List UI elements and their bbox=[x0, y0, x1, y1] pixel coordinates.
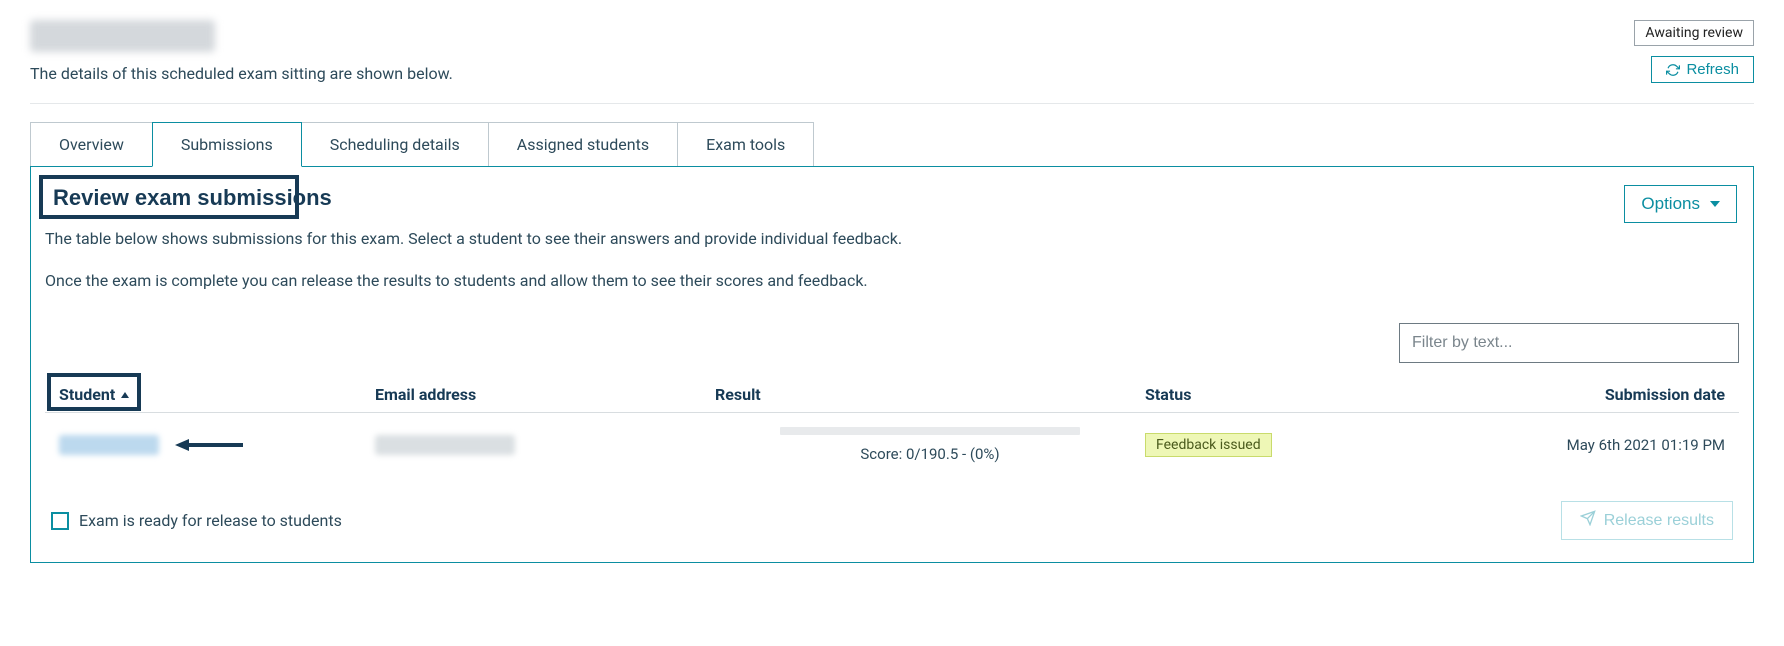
refresh-label: Refresh bbox=[1686, 61, 1739, 78]
options-label: Options bbox=[1641, 194, 1700, 214]
page-header: The details of this scheduled exam sitti… bbox=[30, 20, 1754, 83]
review-title: Review exam submissions bbox=[45, 183, 340, 213]
title-block: The details of this scheduled exam sitti… bbox=[30, 20, 453, 83]
refresh-icon bbox=[1666, 63, 1680, 77]
ready-label: Exam is ready for release to students bbox=[79, 511, 342, 530]
result-progress-bar bbox=[780, 427, 1080, 435]
release-results-button[interactable]: Release results bbox=[1561, 501, 1733, 540]
refresh-button[interactable]: Refresh bbox=[1651, 56, 1754, 83]
send-icon bbox=[1580, 510, 1596, 531]
cell-email bbox=[375, 435, 695, 455]
cell-student[interactable] bbox=[45, 435, 375, 455]
review-description-1: The table below shows submissions for th… bbox=[45, 227, 1739, 251]
review-description-2: Once the exam is complete you can releas… bbox=[45, 269, 1739, 293]
tab-submissions[interactable]: Submissions bbox=[152, 122, 302, 167]
chevron-down-icon bbox=[1710, 201, 1720, 207]
email-redacted bbox=[375, 435, 515, 455]
page-title-redacted bbox=[30, 20, 215, 52]
sort-asc-icon bbox=[121, 392, 129, 398]
cell-status: Feedback issued bbox=[1145, 433, 1385, 457]
cell-result: Score: 0/190.5 - (0%) bbox=[695, 427, 1145, 463]
score-text: Score: 0/190.5 - (0%) bbox=[860, 445, 999, 463]
tab-scheduling-details[interactable]: Scheduling details bbox=[301, 122, 489, 167]
tab-overview[interactable]: Overview bbox=[30, 122, 153, 167]
status-badge-awaiting: Awaiting review bbox=[1634, 20, 1754, 46]
filter-input[interactable] bbox=[1399, 323, 1739, 363]
annotation-arrow-icon bbox=[175, 435, 245, 455]
submissions-table: Student Email address Result Status Subm… bbox=[45, 377, 1739, 477]
student-name-redacted bbox=[59, 435, 159, 455]
col-status[interactable]: Status bbox=[1145, 385, 1385, 404]
col-email[interactable]: Email address bbox=[375, 385, 695, 404]
col-date[interactable]: Submission date bbox=[1385, 385, 1739, 404]
divider bbox=[30, 103, 1754, 104]
page-subtitle: The details of this scheduled exam sitti… bbox=[30, 64, 453, 83]
status-badge-feedback: Feedback issued bbox=[1145, 433, 1272, 457]
filter-wrap bbox=[45, 323, 1739, 363]
table-header: Student Email address Result Status Subm… bbox=[45, 377, 1739, 413]
ready-checkbox[interactable] bbox=[51, 512, 69, 530]
col-student-label: Student bbox=[59, 385, 115, 404]
ready-checkbox-wrap[interactable]: Exam is ready for release to students bbox=[51, 511, 342, 530]
header-actions: Awaiting review Refresh bbox=[1634, 20, 1754, 83]
table-row[interactable]: Score: 0/190.5 - (0%) Feedback issued Ma… bbox=[45, 413, 1739, 477]
col-result[interactable]: Result bbox=[695, 385, 1145, 404]
tab-exam-tools[interactable]: Exam tools bbox=[677, 122, 814, 167]
tabs: Overview Submissions Scheduling details … bbox=[30, 122, 1754, 167]
review-title-wrap: Review exam submissions bbox=[45, 183, 340, 213]
cell-date: May 6th 2021 01:19 PM bbox=[1385, 436, 1739, 454]
panel-footer: Exam is ready for release to students Re… bbox=[45, 501, 1739, 540]
col-student[interactable]: Student bbox=[45, 385, 375, 404]
tab-assigned-students[interactable]: Assigned students bbox=[488, 122, 678, 167]
options-button[interactable]: Options bbox=[1624, 185, 1737, 223]
submissions-panel: Review exam submissions The table below … bbox=[30, 166, 1754, 563]
release-label: Release results bbox=[1604, 512, 1714, 530]
